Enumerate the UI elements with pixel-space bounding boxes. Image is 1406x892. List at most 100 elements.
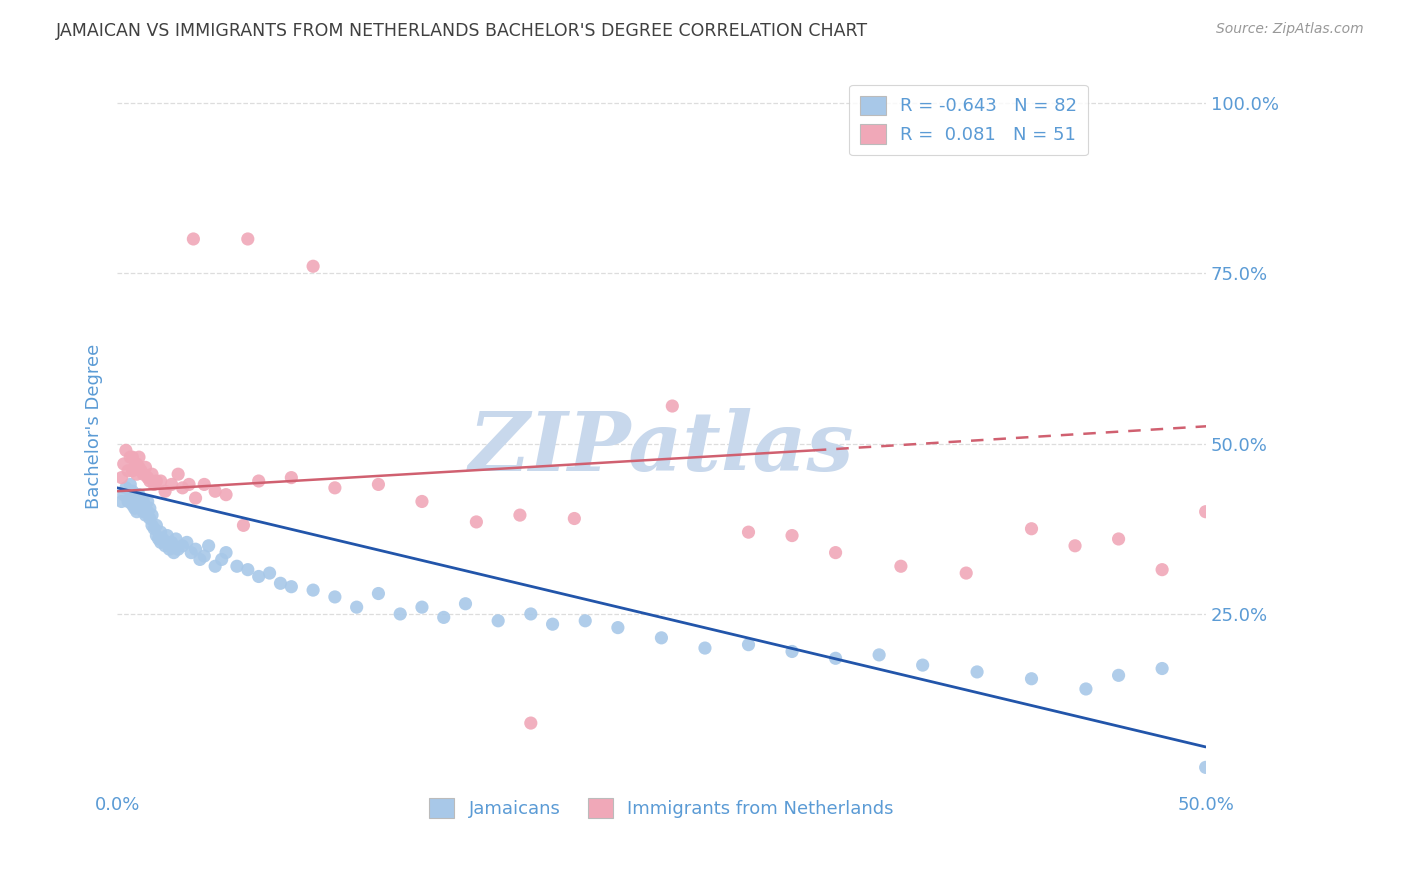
Point	[120, 450, 142, 465]
Point	[737, 525, 759, 540]
Point	[868, 648, 890, 662]
Point	[966, 665, 988, 679]
Point	[172, 481, 194, 495]
Point	[1108, 532, 1130, 546]
Point	[112, 457, 135, 471]
Point	[129, 501, 152, 516]
Point	[112, 488, 135, 502]
Point	[269, 576, 291, 591]
Point	[110, 494, 132, 508]
Point	[323, 481, 346, 495]
Point	[153, 539, 176, 553]
Point	[215, 546, 238, 560]
Point	[125, 505, 148, 519]
Point	[136, 505, 159, 519]
Point	[115, 443, 138, 458]
Point	[346, 600, 368, 615]
Point	[160, 477, 183, 491]
Point	[143, 477, 166, 491]
Point	[167, 467, 190, 482]
Point	[204, 559, 226, 574]
Point	[136, 494, 159, 508]
Point	[117, 494, 139, 508]
Y-axis label: Bachelor's Degree: Bachelor's Degree	[86, 343, 103, 509]
Point	[606, 621, 628, 635]
Point	[1108, 668, 1130, 682]
Point	[124, 491, 146, 505]
Point	[128, 450, 150, 465]
Point	[148, 532, 170, 546]
Point	[302, 583, 325, 598]
Text: ZIPatlas: ZIPatlas	[468, 408, 855, 488]
Point	[136, 470, 159, 484]
Point	[129, 464, 152, 478]
Point	[134, 501, 156, 516]
Point	[1064, 539, 1087, 553]
Point	[132, 467, 155, 482]
Point	[486, 614, 509, 628]
Point	[280, 470, 302, 484]
Point	[193, 477, 215, 491]
Point	[115, 481, 138, 495]
Point	[661, 399, 683, 413]
Point	[180, 546, 202, 560]
Point	[149, 525, 172, 540]
Point	[411, 494, 433, 508]
Point	[520, 607, 543, 621]
Point	[1195, 505, 1218, 519]
Point	[1152, 563, 1174, 577]
Point	[236, 232, 259, 246]
Point	[541, 617, 564, 632]
Point	[574, 614, 596, 628]
Point	[141, 508, 163, 522]
Point	[737, 638, 759, 652]
Point	[139, 501, 162, 516]
Point	[197, 539, 219, 553]
Point	[129, 491, 152, 505]
Point	[1021, 522, 1043, 536]
Point	[128, 460, 150, 475]
Point	[232, 518, 254, 533]
Legend: Jamaicans, Immigrants from Netherlands: Jamaicans, Immigrants from Netherlands	[422, 791, 901, 825]
Point	[183, 232, 205, 246]
Point	[184, 491, 207, 505]
Point	[465, 515, 488, 529]
Point	[128, 498, 150, 512]
Point	[124, 460, 146, 475]
Point	[145, 518, 167, 533]
Point	[562, 511, 585, 525]
Point	[693, 641, 716, 656]
Point	[367, 477, 389, 491]
Point	[824, 651, 846, 665]
Point	[177, 477, 200, 491]
Point	[134, 508, 156, 522]
Point	[780, 528, 803, 542]
Point	[215, 488, 238, 502]
Point	[509, 508, 531, 522]
Point	[152, 532, 174, 546]
Text: JAMAICAN VS IMMIGRANTS FROM NETHERLANDS BACHELOR'S DEGREE CORRELATION CHART: JAMAICAN VS IMMIGRANTS FROM NETHERLANDS …	[56, 22, 869, 40]
Point	[121, 450, 143, 465]
Point	[955, 566, 977, 580]
Point	[247, 474, 270, 488]
Point	[134, 460, 156, 475]
Point	[176, 535, 198, 549]
Point	[433, 610, 456, 624]
Point	[911, 658, 934, 673]
Point	[1074, 681, 1097, 696]
Text: Source: ZipAtlas.com: Source: ZipAtlas.com	[1216, 22, 1364, 37]
Point	[153, 484, 176, 499]
Point	[139, 474, 162, 488]
Point	[139, 511, 162, 525]
Point	[121, 484, 143, 499]
Point	[411, 600, 433, 615]
Point	[149, 474, 172, 488]
Point	[156, 528, 179, 542]
Point	[1195, 760, 1218, 774]
Point	[128, 488, 150, 502]
Point	[167, 542, 190, 557]
Point	[125, 457, 148, 471]
Point	[159, 542, 181, 557]
Point	[650, 631, 672, 645]
Point	[125, 467, 148, 482]
